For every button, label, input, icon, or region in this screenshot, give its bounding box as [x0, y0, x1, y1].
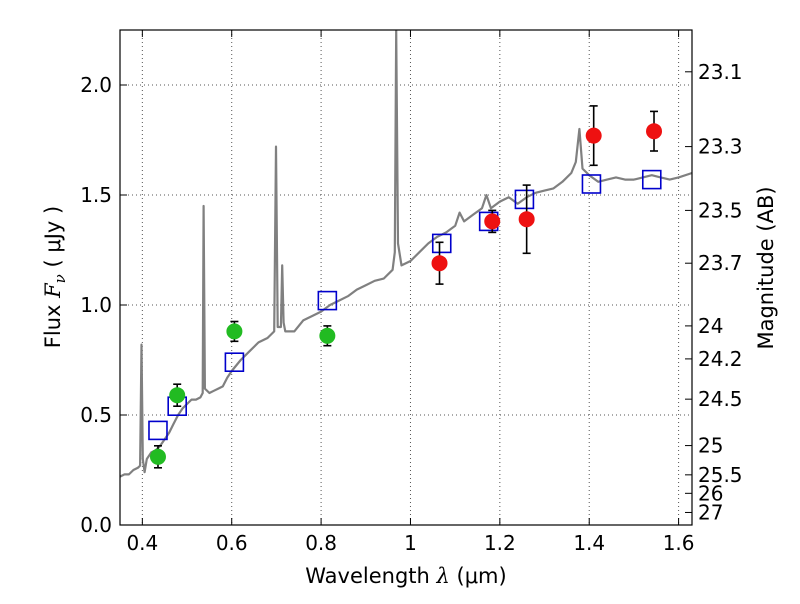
magnitude-tick-label: 24: [698, 314, 723, 338]
near-infrared-photometry-point: [484, 213, 501, 230]
model-spectrum-line: [120, 30, 692, 478]
synthetic-photometry-square: [148, 420, 168, 441]
y-axis-ticks: 0.0 0.5 1.0 1.5 2.0: [80, 73, 127, 537]
synthetic-photometry-square: [431, 233, 452, 254]
y-tick-label: 0.5: [80, 403, 112, 427]
x-tick-label: 1.2: [484, 531, 516, 555]
x-tick-label: 1.4: [573, 531, 605, 555]
synthetic-photometry-square: [317, 290, 338, 311]
near-infrared-photometry-point: [585, 127, 602, 144]
magnitude-tick-label: 26: [698, 481, 723, 505]
data-markers: [148, 105, 663, 469]
optical-photometry-point: [319, 327, 336, 344]
x-tick-label: 1: [404, 531, 417, 555]
y-axis-label: Flux Fν ( μJy ): [41, 206, 69, 348]
x-tick-label: 0.6: [216, 531, 248, 555]
magnitude-tick-label: 23.5: [698, 198, 743, 222]
magnitude-tick-label: 25.5: [698, 463, 743, 487]
magnitude-tick-label: 25: [698, 434, 723, 458]
magnitude-tick-label: 27: [698, 500, 723, 524]
y-tick-label: 2.0: [80, 73, 112, 97]
x-tick-label: 0.8: [305, 531, 337, 555]
near-infrared-photometry-point: [646, 123, 663, 140]
optical-photometry-point: [149, 448, 166, 465]
y-tick-label: 1.5: [80, 183, 112, 207]
magnitude-tick-label: 24.5: [698, 387, 743, 411]
magnitude-tick-label: 23.3: [698, 135, 743, 159]
plot-area: [120, 30, 692, 478]
x-axis-ticks: 0.4 0.6 0.8 1 1.2 1.4 1.6: [126, 30, 695, 555]
y-tick-label: 0.0: [80, 513, 112, 537]
magnitude-tick-label: 23.7: [698, 251, 743, 275]
optical-photometry-point: [226, 323, 243, 340]
synthetic-photometry-square: [224, 352, 245, 373]
synthetic-photometry-square: [641, 169, 662, 190]
y-tick-label: 1.0: [80, 293, 112, 317]
near-infrared-photometry-point: [431, 255, 448, 272]
magnitude-tick-label: 24.2: [698, 347, 743, 371]
x-tick-label: 1.6: [663, 531, 695, 555]
near-infrared-photometry-point: [518, 211, 535, 228]
synthetic-photometry-square: [581, 174, 602, 194]
plot-frame: [119, 29, 693, 526]
x-tick-label: 0.4: [126, 531, 158, 555]
right-axis-label: Magnitude (AB): [754, 186, 778, 349]
x-axis-label: Wavelength λ (μm): [305, 564, 506, 588]
synthetic-photometry-square: [514, 189, 535, 210]
optical-photometry-point: [169, 387, 186, 404]
magnitude-tick-label: 23.1: [698, 60, 743, 84]
